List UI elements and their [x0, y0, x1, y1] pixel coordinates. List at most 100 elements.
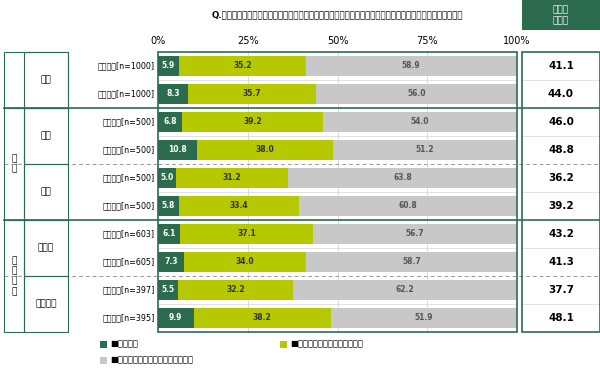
Bar: [24, 220, 68, 276]
Text: 58.9: 58.9: [402, 61, 421, 71]
Text: 5.8: 5.8: [162, 202, 175, 211]
Text: 今回調査[n=605]: 今回調査[n=605]: [103, 257, 155, 266]
Text: 今回調査[n=395]: 今回調査[n=395]: [103, 314, 155, 323]
Text: 5.0: 5.0: [160, 173, 173, 183]
Text: 54.0: 54.0: [411, 118, 430, 126]
Text: 44.0: 44.0: [548, 89, 574, 99]
Text: 今回調査[n=500]: 今回調査[n=500]: [103, 145, 155, 154]
Text: 63.8: 63.8: [393, 173, 412, 183]
Bar: [100, 356, 107, 363]
Bar: [24, 276, 68, 332]
Bar: [158, 168, 176, 188]
Text: 51.2: 51.2: [416, 145, 434, 154]
Text: 51.9: 51.9: [415, 314, 433, 323]
Text: 前回調査[n=603]: 前回調査[n=603]: [103, 230, 155, 238]
Bar: [313, 224, 517, 244]
Text: 41.1: 41.1: [548, 61, 574, 71]
Bar: [24, 108, 68, 164]
Text: 38.2: 38.2: [253, 314, 271, 323]
Bar: [4, 52, 68, 108]
Bar: [288, 168, 517, 188]
Text: 前向き
（計）: 前向き （計）: [553, 5, 569, 25]
Text: ■していないし、したいと思わない: ■していないし、したいと思わない: [110, 356, 193, 365]
Text: ■していないが、したいと思う: ■していないが、したいと思う: [290, 340, 363, 349]
Text: 全体: 全体: [41, 76, 52, 84]
Bar: [158, 280, 178, 300]
Text: 38.0: 38.0: [256, 145, 274, 154]
Text: 56.0: 56.0: [407, 90, 426, 99]
Bar: [323, 112, 517, 132]
Text: 9.9: 9.9: [169, 314, 182, 323]
Bar: [24, 52, 68, 108]
Bar: [158, 112, 182, 132]
Bar: [158, 308, 194, 328]
Bar: [299, 196, 517, 216]
Text: 100%: 100%: [503, 36, 531, 46]
Bar: [180, 224, 313, 244]
Bar: [197, 140, 333, 160]
Text: 25%: 25%: [237, 36, 259, 46]
Text: 56.7: 56.7: [406, 230, 424, 238]
Bar: [158, 84, 188, 104]
Text: 50%: 50%: [327, 36, 348, 46]
Text: 48.8: 48.8: [548, 145, 574, 155]
Text: 8.3: 8.3: [166, 90, 179, 99]
Text: 男
女: 男 女: [11, 154, 17, 174]
Text: 学
生
区
分: 学 生 区 分: [11, 256, 17, 296]
Bar: [305, 56, 517, 76]
Bar: [184, 252, 306, 272]
Bar: [158, 140, 197, 160]
Bar: [4, 108, 24, 220]
Bar: [158, 196, 179, 216]
Bar: [179, 196, 299, 216]
Text: 高校生: 高校生: [38, 244, 54, 253]
Bar: [522, 52, 600, 332]
Text: 35.2: 35.2: [233, 61, 251, 71]
Text: 75%: 75%: [416, 36, 438, 46]
Text: 前回調査[n=500]: 前回調査[n=500]: [103, 118, 155, 126]
Text: 39.2: 39.2: [244, 118, 262, 126]
Text: 32.2: 32.2: [226, 285, 245, 295]
Bar: [158, 52, 517, 332]
Bar: [293, 280, 517, 300]
Bar: [316, 84, 517, 104]
Text: 37.1: 37.1: [237, 230, 256, 238]
Text: 今回調査[n=1000]: 今回調査[n=1000]: [98, 90, 155, 99]
Text: 41.3: 41.3: [548, 257, 574, 267]
Bar: [188, 84, 316, 104]
Text: 62.2: 62.2: [395, 285, 415, 295]
Text: 前回調査[n=1000]: 前回調査[n=1000]: [98, 61, 155, 71]
Bar: [100, 340, 107, 347]
Text: Q.投資（株式投資、仮想通貨、実物投資、ポイント運用・ポイント投資など）をしているか？（単一回答）: Q.投資（株式投資、仮想通貨、実物投資、ポイント運用・ポイント投資など）をしてい…: [212, 10, 463, 19]
Text: 男性: 男性: [41, 131, 52, 141]
Text: 5.5: 5.5: [161, 285, 175, 295]
Text: 36.2: 36.2: [548, 173, 574, 183]
Bar: [24, 164, 68, 220]
Bar: [158, 252, 184, 272]
Text: 6.1: 6.1: [162, 230, 176, 238]
Text: 前回調査[n=397]: 前回調査[n=397]: [103, 285, 155, 295]
Text: 35.7: 35.7: [242, 90, 261, 99]
Bar: [179, 56, 305, 76]
Text: 前回調査[n=500]: 前回調査[n=500]: [103, 173, 155, 183]
Text: 43.2: 43.2: [548, 229, 574, 239]
Text: 7.3: 7.3: [164, 257, 178, 266]
Text: 58.7: 58.7: [402, 257, 421, 266]
Text: 10.8: 10.8: [168, 145, 187, 154]
Text: 34.0: 34.0: [236, 257, 254, 266]
Text: 46.0: 46.0: [548, 117, 574, 127]
Bar: [522, 0, 600, 30]
Bar: [333, 140, 517, 160]
Bar: [194, 308, 331, 328]
Bar: [280, 340, 287, 347]
Bar: [158, 224, 180, 244]
Text: 0%: 0%: [151, 36, 166, 46]
Bar: [176, 168, 288, 188]
Text: 39.2: 39.2: [548, 201, 574, 211]
Text: 大学生等: 大学生等: [35, 299, 57, 308]
Bar: [306, 252, 517, 272]
Text: 60.8: 60.8: [398, 202, 417, 211]
Bar: [4, 220, 24, 332]
Text: 37.7: 37.7: [548, 285, 574, 295]
Text: 33.4: 33.4: [229, 202, 248, 211]
